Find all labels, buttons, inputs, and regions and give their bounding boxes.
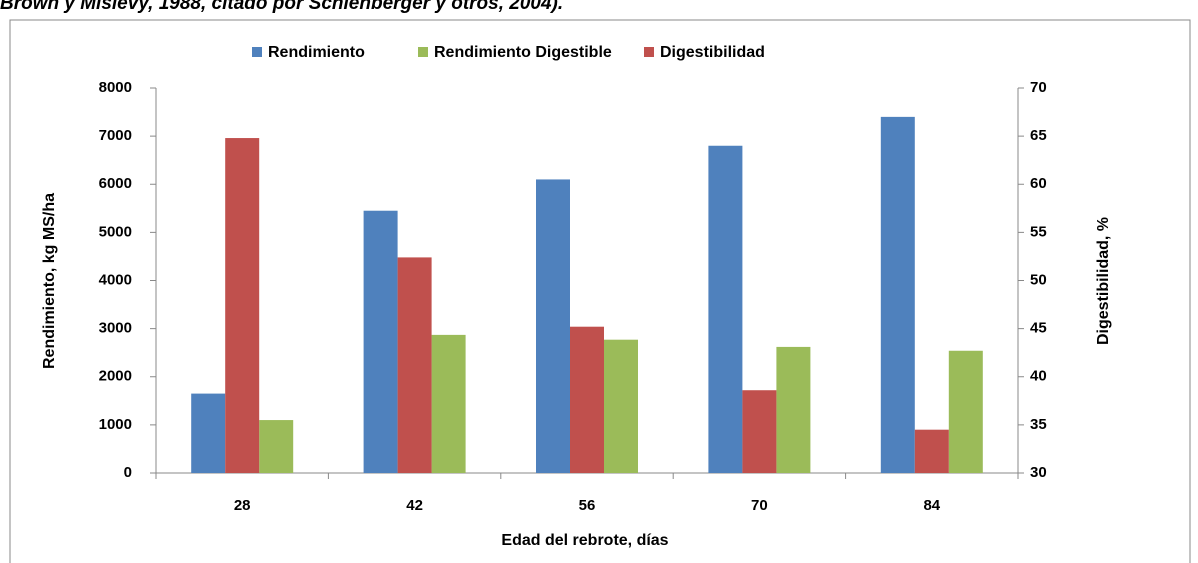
y2-tick-label: 45 (1030, 320, 1047, 337)
y-tick-label: 3000 (99, 320, 132, 337)
y2-tick-label: 60 (1030, 175, 1047, 192)
x-tick-label: 28 (234, 497, 251, 514)
bar (225, 138, 260, 474)
bar (742, 390, 777, 473)
x-tick-label: 70 (751, 497, 768, 514)
y2-tick-label: 30 (1030, 464, 1047, 481)
legend-swatch (418, 47, 428, 57)
chart-frame (9, 19, 1191, 563)
bar (259, 420, 294, 473)
y2-axis-title: Digestibilidad, % (1095, 217, 1112, 345)
bar (363, 210, 398, 473)
legend-label: Digestibilidad (660, 44, 765, 61)
x-tick-label: 42 (406, 497, 423, 514)
legend-swatch (252, 47, 262, 57)
bar (604, 339, 638, 473)
y2-tick-label: 70 (1030, 79, 1047, 96)
y-tick-label: 1000 (99, 416, 132, 433)
legend-label: Rendimiento Digestible (434, 44, 612, 61)
x-tick-label: 56 (579, 497, 596, 514)
y-tick-label: 0 (124, 464, 132, 481)
bar (708, 145, 743, 473)
y2-tick-label: 50 (1030, 271, 1047, 288)
bar (191, 393, 226, 473)
y-tick-label: 7000 (99, 127, 132, 144)
y2-tick-label: 35 (1030, 416, 1047, 433)
y-tick-label: 6000 (99, 175, 132, 192)
y2-tick-label: 65 (1030, 127, 1047, 144)
bar (431, 334, 466, 473)
legend-swatch (644, 47, 654, 57)
legend-label: Rendimiento (268, 44, 365, 61)
y-tick-label: 5000 (99, 223, 132, 240)
y-axis-title: Rendimiento, kg MS/ha (41, 193, 58, 369)
y2-tick-label: 40 (1030, 368, 1047, 385)
bar (776, 346, 811, 473)
y-tick-label: 4000 (99, 271, 132, 288)
y2-tick-label: 55 (1030, 223, 1047, 240)
bar (914, 429, 949, 473)
y-tick-label: 8000 (99, 79, 132, 96)
bar (536, 179, 570, 473)
bar (880, 116, 915, 473)
x-axis-title: Edad del rebrote, días (501, 532, 668, 549)
x-tick-label: 84 (923, 497, 940, 514)
bar (397, 257, 432, 473)
y-tick-label: 2000 (99, 368, 132, 385)
bar (948, 350, 983, 473)
bar (570, 326, 604, 473)
caption: Brown y Mislevy, 1988, citado por Schlen… (0, 0, 563, 14)
